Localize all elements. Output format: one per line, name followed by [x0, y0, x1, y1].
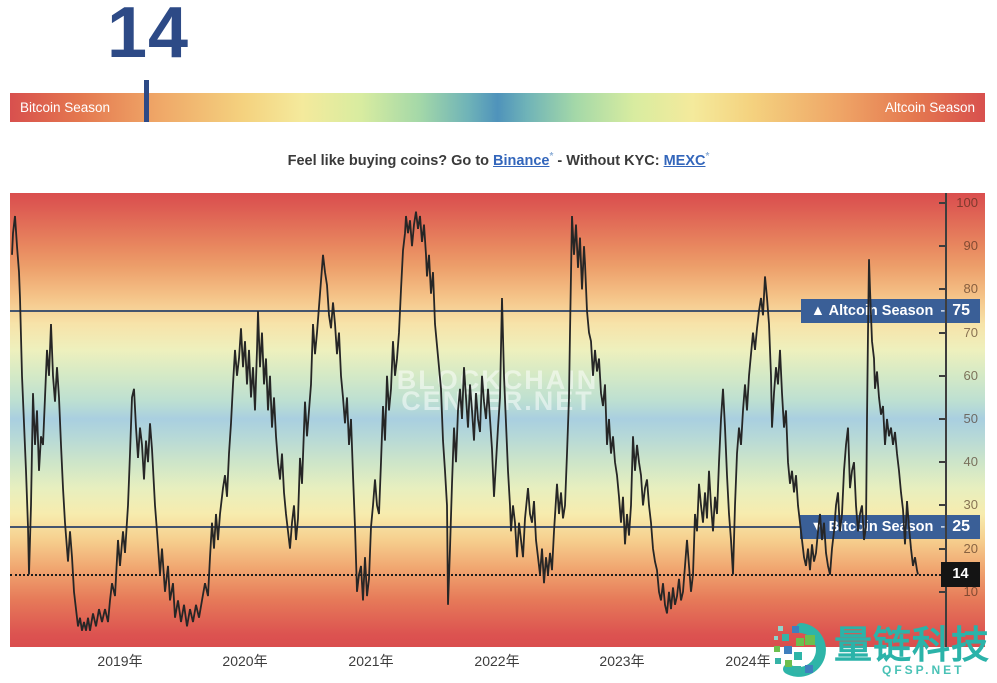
binance-asterisk: *	[549, 151, 554, 162]
y-tick-mark	[939, 245, 945, 248]
y-tick-label: 100	[956, 195, 978, 210]
watermark-line2: CENTER.NET	[401, 386, 594, 416]
current-value-dotted-line	[10, 573, 945, 576]
bitcoin-badge-value: 25	[952, 518, 970, 535]
y-tick-label: 40	[963, 454, 978, 470]
mexc-link[interactable]: MEXC	[663, 152, 706, 169]
qfsp-logo-brand: 量链科技	[834, 625, 991, 667]
index-line-chart	[11, 211, 919, 631]
x-axis-label: 2022年	[474, 653, 520, 669]
y-tick-label: 20	[963, 540, 978, 556]
x-axis-label: 2021年	[348, 653, 394, 669]
altcoin-badge-value: 75	[952, 302, 970, 319]
bitcoin-threshold-line	[10, 526, 945, 528]
qfsp-logo: 量链科技 QFSP.NET	[770, 618, 997, 683]
y-tick-label: 60	[963, 367, 978, 383]
y-tick-mark	[939, 288, 945, 291]
x-axis-label: 2020年	[222, 653, 268, 669]
y-tick-label: 70	[963, 324, 978, 340]
x-axis-label: 2023年	[599, 653, 645, 669]
y-axis-line	[945, 193, 947, 647]
promo-text-part1: Feel like buying coins? Go to	[287, 152, 494, 169]
y-tick-label: 10	[963, 583, 978, 599]
bitcoin-badge-separator: -	[940, 519, 946, 535]
y-tick-mark	[939, 461, 945, 464]
x-axis-label: 2024年	[725, 653, 771, 669]
y-tick-label: 80	[963, 281, 978, 297]
promo-text: Feel like buying coins? Go to Binance* -…	[0, 151, 997, 169]
y-tick-mark	[939, 418, 945, 420]
y-tick-label: 90	[963, 238, 978, 254]
x-axis-labels: 2019年 2020年 2021年 2022年 2023年 2024年	[10, 651, 985, 673]
y-tick-mark	[939, 590, 945, 593]
binance-link[interactable]: Binance	[493, 152, 550, 169]
season-gradient-bar: Bitcoin Season Altcoin Season	[10, 80, 985, 122]
y-tick-mark	[939, 374, 945, 377]
qfsp-logo-domain: QFSP.NET	[882, 663, 965, 677]
chart-area: BLOCKCHAIN CENTER.NET ▲ Altcoin Season -7…	[10, 193, 985, 647]
index-line-path	[11, 211, 919, 631]
altcoin-badge-separator: -	[940, 303, 946, 319]
bitcoin-season-label: Bitcoin Season	[20, 100, 111, 115]
altcoin-threshold-line	[10, 310, 945, 312]
blockchaincenter-watermark: BLOCKCHAIN CENTER.NET	[10, 365, 985, 416]
y-tick-mark	[939, 331, 945, 334]
qfsp-logo-icon	[774, 623, 826, 677]
altcoin-badge-label: ▲ Altcoin Season	[810, 303, 934, 319]
y-tick-mark	[939, 202, 945, 204]
altcoin-season-badge: ▲ Altcoin Season -75	[800, 299, 980, 323]
y-tick-label: 30	[963, 497, 978, 513]
y-tick-mark	[939, 547, 945, 550]
y-tick-label: 50	[963, 411, 978, 426]
altcoin-season-label: Altcoin Season	[884, 100, 975, 115]
watermark-line1: BLOCKCHAIN	[396, 365, 599, 395]
mexc-asterisk: *	[705, 151, 710, 162]
current-index-value: 14	[106, 0, 190, 73]
x-axis-label: 2019年	[97, 653, 143, 669]
promo-text-part2: - Without KYC:	[553, 152, 664, 169]
current-value-badge: 14	[941, 562, 980, 588]
y-tick-mark	[939, 504, 945, 507]
season-bar-marker	[144, 80, 149, 122]
